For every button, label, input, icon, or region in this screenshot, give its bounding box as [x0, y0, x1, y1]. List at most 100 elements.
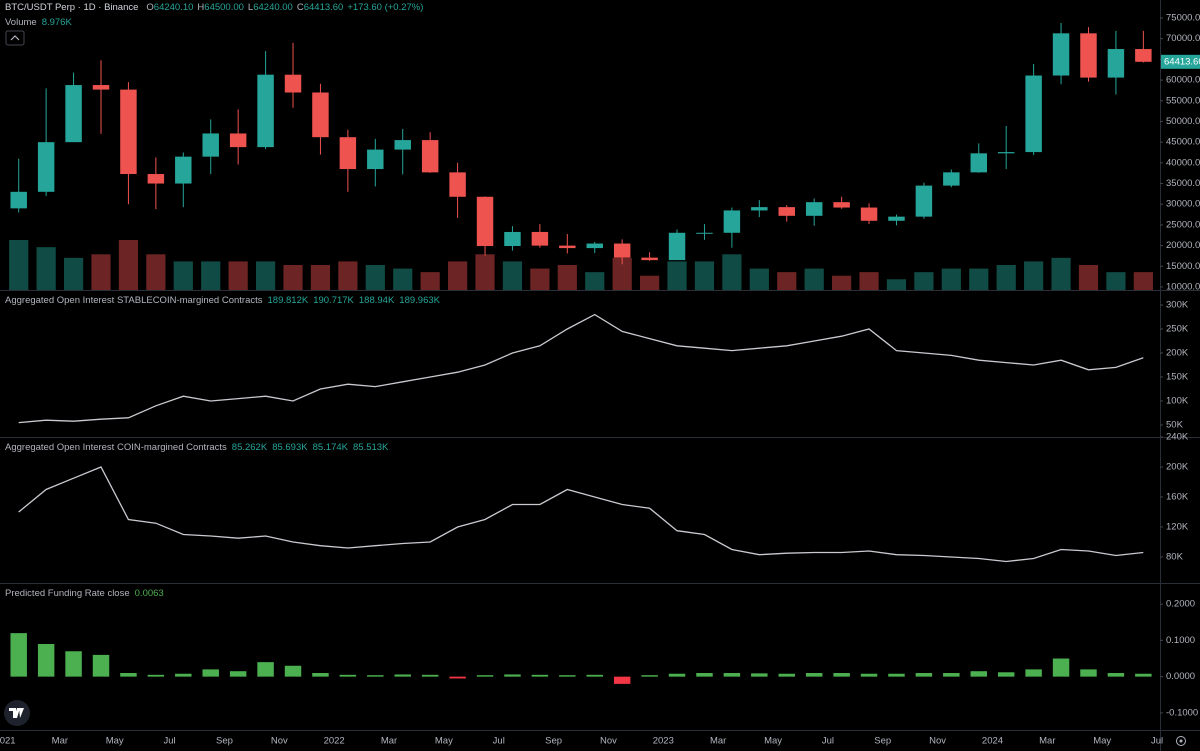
- candle-body: [915, 185, 933, 217]
- funding-bar: [778, 673, 795, 677]
- funding-bar: [696, 673, 713, 677]
- volume-bar: [777, 272, 797, 290]
- time-label: Sep: [545, 736, 562, 747]
- legend-value: 189.963K: [399, 295, 440, 306]
- y-tick-label: 75000.00: [1166, 13, 1200, 24]
- button-frame[interactable]: [5, 30, 25, 46]
- y-tick-label: 150K: [1166, 372, 1189, 383]
- y-tick-label: 200K: [1166, 462, 1189, 473]
- time-label: 2021: [0, 736, 16, 747]
- volume-bar: [502, 261, 523, 290]
- candle-body: [1107, 49, 1125, 78]
- funding-bar: [120, 673, 137, 677]
- pane-legend: Aggregated Open Interest STABLECOIN-marg…: [5, 295, 441, 306]
- candle-body: [1135, 49, 1152, 62]
- volume-bar: [1078, 265, 1099, 290]
- volume-bar: [832, 275, 852, 290]
- funding-bar: [641, 675, 658, 677]
- y-tick-label: -0.1000: [1166, 707, 1198, 718]
- time-label: May: [106, 736, 124, 747]
- time-label: Nov: [271, 736, 288, 747]
- candle-body: [696, 232, 713, 234]
- y-tick-label: 120K: [1166, 522, 1189, 533]
- volume-bar: [338, 261, 358, 290]
- candle-body: [751, 207, 768, 211]
- candle-body: [860, 207, 878, 221]
- settings-icon-dot[interactable]: [1179, 739, 1183, 743]
- funding-bar: [668, 673, 686, 677]
- funding-bar: [833, 673, 850, 677]
- candle-body: [65, 85, 82, 143]
- volume-bar: [941, 268, 961, 290]
- y-tick-label: 100K: [1166, 396, 1189, 407]
- volume-bar: [63, 257, 84, 290]
- y-tick-label: 55000.00: [1166, 95, 1200, 106]
- volume-bar: [557, 265, 577, 290]
- candle-body: [229, 133, 247, 148]
- time-label: Mar: [1039, 736, 1055, 747]
- candle-body: [175, 156, 192, 184]
- candle-body: [1080, 33, 1097, 78]
- volume-bar: [173, 261, 193, 290]
- funding-bar: [37, 644, 55, 677]
- axis-settings[interactable]: [1176, 736, 1186, 746]
- funding-bar: [559, 675, 576, 677]
- volume-bar: [365, 265, 385, 290]
- legend-value: 85.262K: [232, 442, 268, 453]
- legend-value: 190.717K: [313, 295, 354, 306]
- funding-bar: [1052, 658, 1070, 677]
- y-tick-label: 10000.00: [1166, 282, 1200, 293]
- funding-bar: [65, 651, 82, 677]
- y-tick-label: 0.2000: [1166, 599, 1195, 610]
- oi-line: [18, 466, 1144, 563]
- ohlc-label: L: [248, 2, 253, 13]
- y-tick-label: 30000.00: [1166, 199, 1200, 210]
- volume-bar: [146, 254, 166, 290]
- volume-bar: [393, 268, 413, 290]
- funding-bar: [339, 674, 357, 677]
- funding-bar: [312, 673, 329, 677]
- ohlc-value: 64240.00: [253, 2, 293, 13]
- funding-bar: [229, 671, 247, 677]
- time-label: Jul: [164, 736, 176, 747]
- ohlc-label: C: [297, 2, 304, 13]
- candle-body: [833, 202, 850, 208]
- y-tick-label: 45000.00: [1166, 137, 1200, 148]
- y-tick-label: 50K: [1166, 420, 1184, 431]
- collapse-button[interactable]: [5, 30, 25, 46]
- time-label: Mar: [710, 736, 726, 747]
- candle-body: [504, 231, 521, 247]
- funding-bar: [92, 654, 110, 677]
- tradingview-logo[interactable]: [4, 700, 30, 726]
- ohlc-label: H: [197, 2, 204, 13]
- candle-body: [531, 231, 549, 246]
- volume-bar: [228, 261, 248, 290]
- y-tick-label: 0.0000: [1166, 671, 1195, 682]
- funding-bar: [1080, 669, 1097, 677]
- logo-mark[interactable]: [9, 708, 24, 718]
- chevron-icon[interactable]: [10, 35, 20, 41]
- legend-value: 85.693K: [272, 442, 308, 453]
- funding-bar: [202, 669, 219, 677]
- volume-bar: [640, 275, 660, 290]
- time-label: Sep: [216, 736, 233, 747]
- volume-bar: [1024, 261, 1044, 290]
- pane-title: Aggregated Open Interest STABLECOIN-marg…: [5, 295, 263, 306]
- candle-body: [641, 257, 658, 261]
- time-label: Mar: [52, 736, 68, 747]
- candle-body: [888, 216, 905, 221]
- y-tick-label: 50000.00: [1166, 116, 1200, 127]
- last-price-tag: [1161, 54, 1200, 69]
- funding-bar: [449, 676, 466, 679]
- pane-legend: Predicted Funding Rate close 0.0063: [5, 588, 164, 599]
- volume-bar: [118, 240, 139, 290]
- settings-icon[interactable]: [1176, 736, 1186, 746]
- candle-body: [202, 133, 219, 157]
- candle-body: [559, 245, 576, 249]
- pane-title: Predicted Funding Rate close: [5, 588, 130, 599]
- funding-bar: [1135, 673, 1152, 677]
- candle-body: [1025, 75, 1042, 153]
- time-label: Jul: [822, 736, 834, 747]
- funding-bar: [367, 675, 384, 677]
- time-label: 2022: [324, 736, 345, 747]
